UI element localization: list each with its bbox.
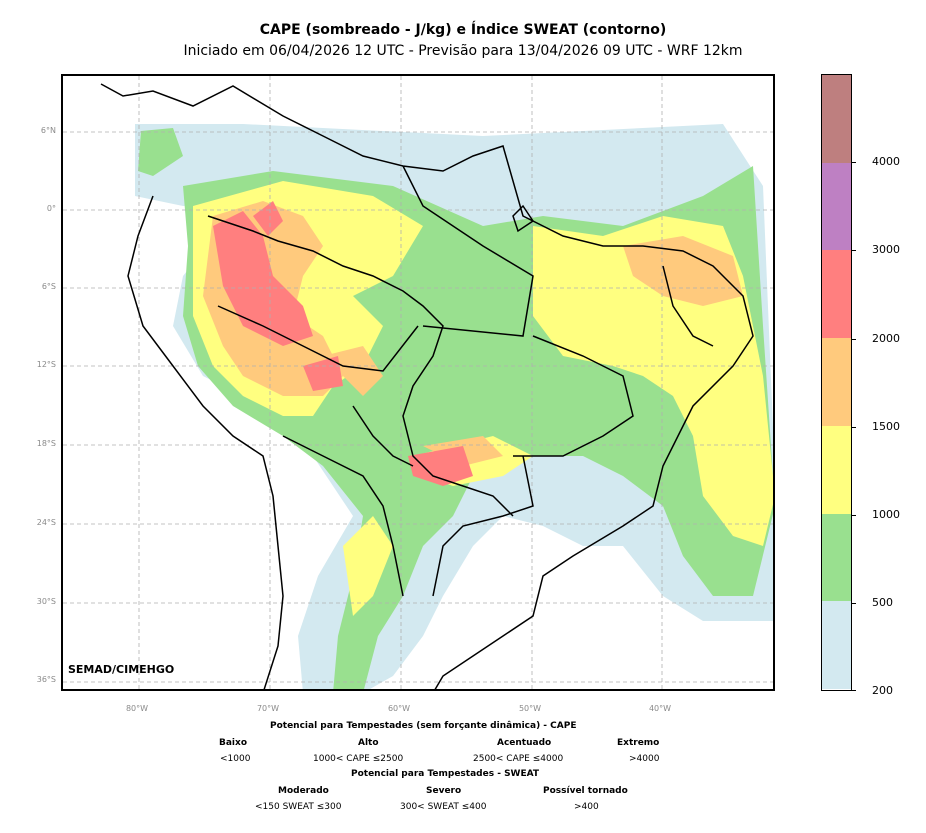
cape-2000-area [213,201,473,486]
colorbar-segment [822,75,851,163]
lon-tick: 70°W [256,704,280,713]
colorbar [821,74,852,691]
cape-legend-title: Potencial para Tempestades (sem forçante… [270,721,577,731]
lon-tick: 80°W [125,704,149,713]
cape-1000-area [193,181,773,616]
colorbar-tick [851,162,856,163]
colorbar-tick [851,690,856,691]
colorbar-label: 2000 [872,332,900,345]
sweat-cat-name: Possível tornado [543,786,628,796]
lon-tick: 60°W [387,704,411,713]
colorbar-segment [822,338,851,426]
cape-cat-range: 1000< CAPE ≤2500 [313,754,404,764]
map-panel[interactable] [61,74,775,691]
colorbar-label: 200 [872,684,893,697]
sweat-cat-name: Moderado [278,786,329,796]
colorbar-segment [822,513,851,602]
coastline-path [100,83,754,689]
sweat-cat-range: 300< SWEAT ≤400 [400,802,487,812]
cape-cat-range: 2500< CAPE ≤4000 [473,754,564,764]
lat-tick: 18°S [36,439,56,448]
colorbar-label: 4000 [872,155,900,168]
lat-tick: 0° [46,204,56,213]
colorbar-label: 500 [872,596,893,609]
map-title: CAPE (sombreado - J/kg) e Índice SWEAT (… [259,22,667,38]
colorbar-label: 1000 [872,508,900,521]
lon-tick: 40°W [648,704,672,713]
colorbar-label: 1500 [872,420,900,433]
state-border-path [432,455,534,597]
colorbar-tick [851,250,856,251]
colorbar-label: 3000 [872,243,900,256]
cape-cat-range: >4000 [629,754,660,764]
map-subtitle: Iniciado em 06/04/2026 12 UTC - Previsão… [183,43,743,59]
lat-tick: 6°N [40,126,56,135]
cape-cat-range: <1000 [220,754,251,764]
state-border-path [402,165,534,337]
amazon-delta-path [512,204,535,233]
sweat-cat-name: Severo [426,786,462,796]
colorbar-tick [851,427,856,428]
lat-tick: 36°S [36,675,56,684]
cape-shading [135,124,773,689]
sweat-cat-range: <150 SWEAT ≤300 [255,802,342,812]
colorbar-segment [822,425,851,514]
state-border-path [352,405,414,467]
sweat-cat-range: >400 [574,802,599,812]
cape-cat-name: Extremo [617,738,660,748]
borders [100,83,754,689]
cape-cat-name: Alto [358,738,379,748]
credit-label: SEMAD/CIMEHGO [68,663,175,676]
state-border-path [662,265,714,347]
state-border-path [513,335,634,457]
country-border-path [207,215,514,517]
colorbar-segment [822,250,851,339]
country-border-path [217,305,419,372]
lat-tick: 24°S [36,518,56,527]
map-canvas [63,76,773,689]
colorbar-tick [851,339,856,340]
gridlines [63,76,773,689]
lon-tick: 50°W [518,704,542,713]
state-border-path [282,435,404,597]
cape-cat-name: Baixo [219,738,248,748]
cape-cat-name: Acentuado [497,738,552,748]
colorbar-segment [822,162,851,251]
lat-tick: 6°S [41,282,56,291]
colorbar-segment [822,601,851,689]
lat-tick: 12°S [36,360,56,369]
colorbar-tick [851,603,856,604]
colorbar-tick [851,515,856,516]
lat-tick: 30°S [36,597,56,606]
sweat-legend-title: Potencial para Tempestades - SWEAT [351,769,540,779]
pacific-coast-path [127,195,284,689]
